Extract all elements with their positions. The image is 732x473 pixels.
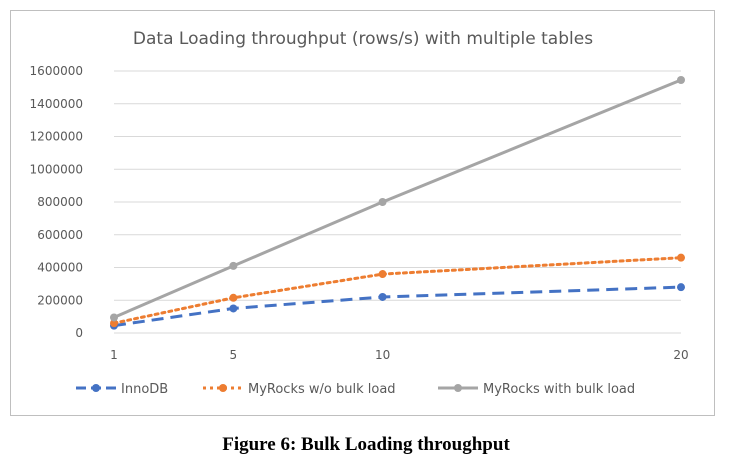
y-tick-label: 800000 [37, 195, 83, 209]
data-point [229, 261, 238, 270]
data-point [110, 319, 118, 328]
series-line [112, 256, 683, 325]
series-line [113, 285, 682, 328]
legend-item: MyRocks with bulk load [438, 382, 635, 397]
y-tick-label: 400000 [37, 261, 83, 275]
x-tick-label: 10 [375, 348, 390, 362]
series-2 [110, 253, 685, 328]
legend-swatch-marker [219, 384, 227, 392]
legend-label: MyRocks with bulk load [483, 382, 635, 397]
line-chart: Data Loading throughput (rows/s) with mu… [30, 29, 689, 397]
x-tick-label: 20 [673, 348, 688, 362]
y-tick-label: 1600000 [30, 64, 83, 78]
data-point [677, 283, 685, 292]
x-tick-label: 1 [110, 348, 118, 362]
data-point [378, 198, 387, 206]
legend-label: MyRocks w/o bulk load [248, 382, 396, 397]
y-tick-label: 1200000 [30, 130, 83, 144]
data-point [378, 270, 387, 279]
legend-item: InnoDB [76, 382, 168, 397]
data-point [229, 304, 238, 313]
y-tick-label: 600000 [37, 228, 83, 242]
y-tick-label: 200000 [37, 293, 83, 307]
series-lines [110, 76, 685, 330]
data-point [229, 293, 238, 302]
chart-title: Data Loading throughput (rows/s) with mu… [133, 29, 593, 49]
data-point [677, 76, 685, 85]
legend: InnoDB MyRocks w/o bulk load MyRocks with … [76, 382, 635, 397]
y-axis-ticks: 0 200000 400000 600000 800000 1000000 1200000 1… [30, 64, 83, 340]
y-tick-label: 0 [75, 326, 83, 340]
legend-label: InnoDB [121, 382, 168, 397]
data-point [677, 253, 685, 262]
y-tick-label: 1000000 [30, 162, 83, 176]
data-point [110, 313, 118, 322]
data-point [378, 292, 387, 301]
series-line [113, 78, 682, 319]
legend-swatch-marker [454, 384, 462, 392]
series-3 [110, 76, 685, 322]
y-tick-label: 1400000 [30, 97, 83, 111]
legend-swatch-marker [92, 384, 100, 392]
x-tick-label: 5 [230, 348, 238, 362]
x-axis-ticks: 1 5 10 20 [110, 348, 688, 362]
gridlines [114, 70, 681, 334]
legend-item: MyRocks w/o bulk load [203, 382, 396, 397]
figure-caption: Figure 6: Bulk Loading throughput [222, 434, 510, 455]
chart-frame: Data Loading throughput (rows/s) with mu… [10, 10, 715, 416]
